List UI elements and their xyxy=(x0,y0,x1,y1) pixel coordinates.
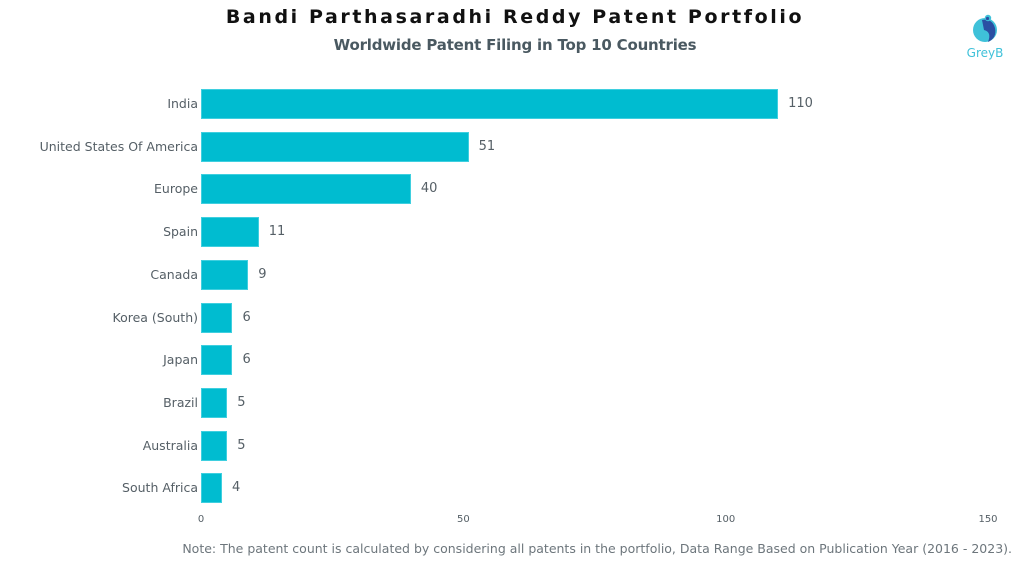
data-label: 6 xyxy=(242,309,251,325)
category-label: Spain xyxy=(163,224,198,240)
category-label: Japan xyxy=(163,352,198,368)
data-label: 110 xyxy=(788,96,813,111)
data-label: 5 xyxy=(237,437,246,453)
bar[interactable] xyxy=(201,345,233,376)
greyb-logo-icon xyxy=(973,14,997,42)
bar-row: United States Of America 51 xyxy=(0,131,1024,162)
bar-row: South Africa 4 xyxy=(0,473,1024,504)
category-label: United States Of America xyxy=(39,138,198,154)
category-label: Brazil xyxy=(163,394,198,410)
bar-row: Europe 40 xyxy=(0,174,1024,205)
data-label: 5 xyxy=(237,394,246,410)
bar-row: Canada 9 xyxy=(0,259,1024,290)
bar[interactable] xyxy=(201,430,228,461)
category-label: Europe xyxy=(154,181,198,197)
x-tick-label: 50 xyxy=(456,514,470,525)
bar[interactable] xyxy=(201,302,233,333)
x-tick-label: 150 xyxy=(978,514,998,525)
category-label: Korea (South) xyxy=(112,309,199,325)
bar[interactable] xyxy=(201,473,222,504)
data-label: 51 xyxy=(478,138,496,154)
chart-subtitle: Worldwide Patent Filing in Top 10 Countr… xyxy=(333,36,697,54)
bar-row: Brazil 5 xyxy=(0,387,1024,418)
bar[interactable] xyxy=(201,89,779,119)
x-tick-label: 0 xyxy=(197,514,205,525)
bar-row: Australia 5 xyxy=(0,430,1024,461)
data-label: 40 xyxy=(420,181,438,197)
footer-note: Note: The patent count is calculated by … xyxy=(182,541,1012,556)
bar[interactable] xyxy=(201,217,259,248)
category-label: India xyxy=(167,96,198,111)
bar-row: Spain 11 xyxy=(0,217,1024,248)
data-label: 6 xyxy=(242,352,251,368)
bar[interactable] xyxy=(201,131,469,162)
bar-row: Korea (South) 6 xyxy=(0,302,1024,333)
category-label: Canada xyxy=(150,266,198,282)
data-label: 11 xyxy=(268,224,286,240)
data-label: 9 xyxy=(258,266,267,282)
category-label: Australia xyxy=(142,437,198,453)
bar[interactable] xyxy=(201,259,249,290)
bar-row: Japan 6 xyxy=(0,345,1024,376)
x-tick-label: 100 xyxy=(716,514,736,525)
category-label: South Africa xyxy=(122,480,198,496)
bar[interactable] xyxy=(201,174,411,205)
greyb-logo-text: GreyB xyxy=(966,46,1004,60)
greyb-logo: GreyB xyxy=(962,12,1008,64)
data-label: 4 xyxy=(231,480,241,496)
chart-title: Bandi Parthasaradhi Reddy Patent Portfol… xyxy=(225,6,805,28)
bar[interactable] xyxy=(201,387,228,418)
bar-row: India 110 xyxy=(0,89,1024,119)
